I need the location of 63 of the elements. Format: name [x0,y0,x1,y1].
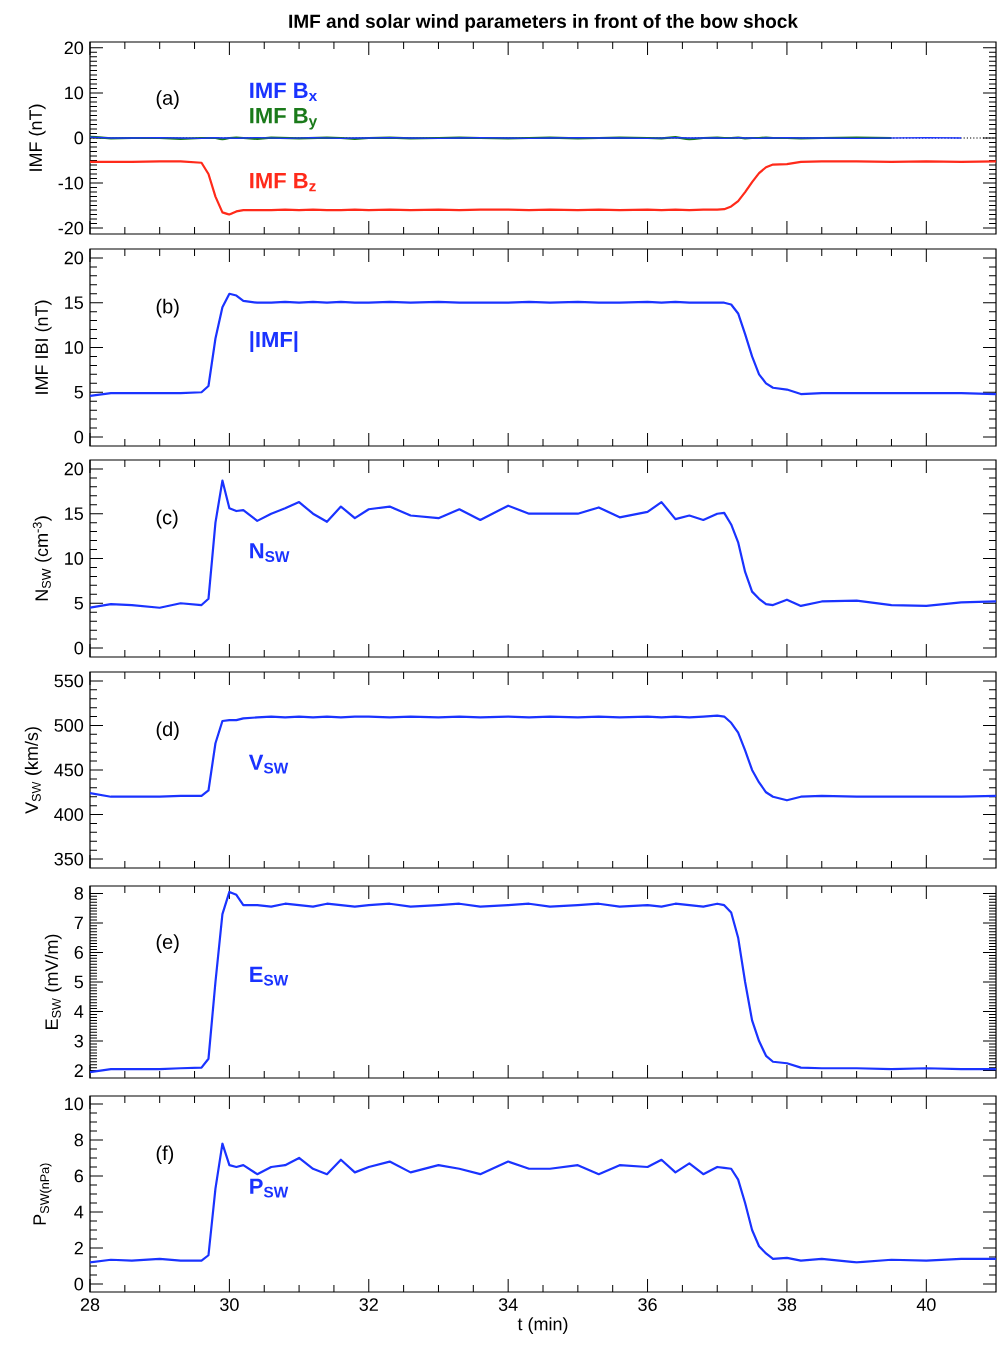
annotation: (c) [156,509,178,529]
x-tick-label: 32 [359,1298,378,1311]
series-label: IMF B$_{z}$ [250,173,316,192]
y-tick-label: 10 [65,86,84,100]
annotation: (f) [156,1145,174,1165]
y-tick-label: 6 [74,1169,84,1183]
y-tick-label: 4 [74,1005,84,1018]
y-axis-title: V$_{SW}$ (km/s) [24,727,42,814]
y-tick-label: -20 [58,221,84,235]
y-tick-label: 5 [74,385,84,399]
y-tick-label: 450 [54,763,84,777]
y-tick-label: -10 [58,176,84,190]
line-series [90,1142,997,1264]
x-tick-label: 30 [220,1298,239,1311]
y-tick-label: 2 [74,1064,83,1077]
y-tick-label: 20 [64,462,84,476]
y-tick-label: 3 [74,1034,84,1048]
y-tick-label: 500 [54,719,84,732]
y-tick-label: 15 [65,296,84,309]
y-tick-label: 8 [74,887,84,900]
series-label: |IMF| [250,331,298,352]
y-tick-label: 400 [54,808,84,821]
y-tick-label: 8 [74,1133,84,1147]
y-tick-label: 550 [54,674,84,688]
y-tick-label: 2 [74,1241,83,1255]
y-tick-label: 350 [54,852,84,866]
y-tick-label: 0 [74,430,84,444]
y-tick-label: 10 [65,341,84,354]
series-label: V$_{SW}$ [248,754,289,774]
series-label: E$_{SW}$ [250,966,289,986]
y-tick-label: 10 [65,552,84,565]
x-tick-label: 34 [498,1298,518,1311]
series-label: IMF B$_{y}$ [250,108,318,130]
y-tick-label: 20 [64,41,84,55]
y-tick-label: 6 [74,946,84,959]
y-tick-label: 0 [74,131,84,145]
annotation: (b) [156,298,179,318]
annotation: (e) [156,934,179,953]
y-axis-title: IMF IBI (nT) [34,300,52,394]
x-axis-title: t (min) [517,1317,568,1334]
y-tick-label: 10 [65,1097,84,1111]
x-tick-label: 40 [916,1298,936,1311]
y-tick-label: 0 [74,641,84,655]
x-tick-label: 36 [638,1298,657,1311]
chart-title: IMF and solar wind parameters in front of the bow shock [289,14,798,32]
annotation: (d) [156,721,179,741]
series-label: P$_{SW}$ [250,1178,289,1198]
y-tick-label: 15 [65,507,84,520]
y-axis-title: E$_{SW}$ (mV/m) [44,934,62,1029]
series-label: IMF B$_{x}$ [250,82,318,102]
y-tick-label: 4 [74,1205,84,1219]
y-tick-label: 7 [74,916,83,930]
x-tick-label: 28 [80,1298,100,1311]
series-label: N$_{SW}$ [250,543,290,563]
annotation: (a) [156,90,179,109]
x-tick-label: 38 [777,1298,797,1311]
y-axis-title: P$_{SW(nPa)}$ [33,1163,52,1225]
y-tick-label: 5 [74,975,84,989]
y-tick-label: 0 [74,1277,84,1291]
y-axis-title: IMF (nT) [28,104,46,171]
y-tick-label: 5 [74,596,84,610]
y-axis-title: N$_{SW}$ (cm$^{-3}$) [32,516,52,601]
y-tick-label: 20 [64,251,84,265]
